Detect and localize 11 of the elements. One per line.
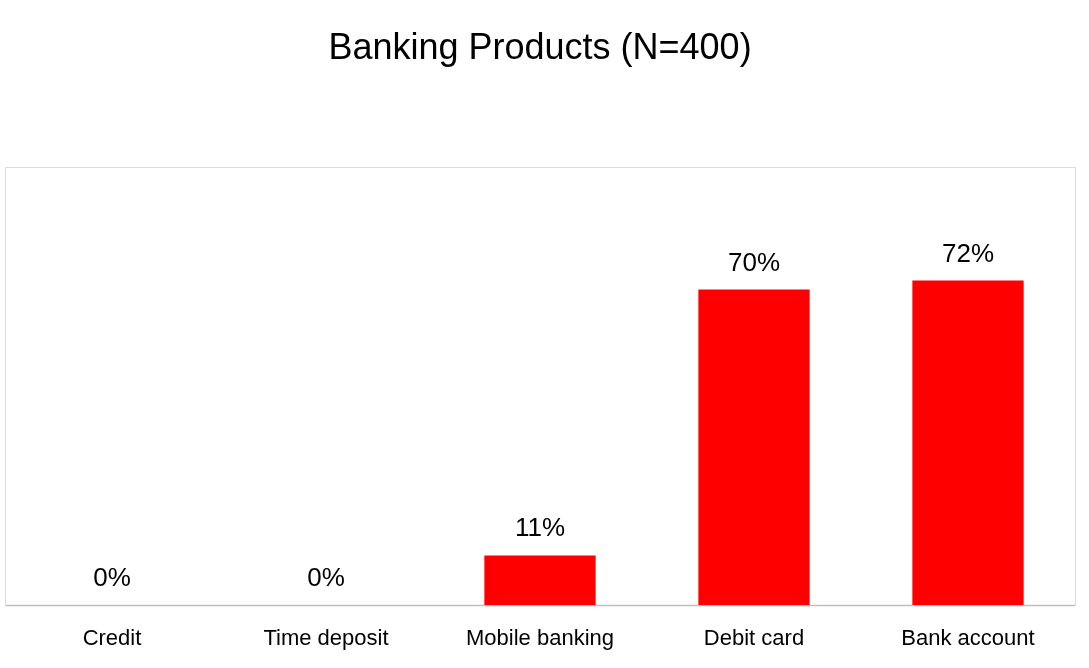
x-tick-label: Mobile banking <box>466 624 614 650</box>
data-label: 11% <box>514 512 566 543</box>
x-tick-label: Debit card <box>703 624 805 650</box>
x-tick-label: Credit <box>82 624 142 650</box>
data-label: 72% <box>941 237 995 268</box>
x-tick-label: Bank account <box>901 624 1035 650</box>
chart-title: Banking Products (N=400) <box>328 26 752 67</box>
x-tick-label: Time deposit <box>263 624 389 650</box>
data-label: 0% <box>307 562 345 592</box>
data-label: 0% <box>93 562 131 592</box>
data-label: 70% <box>727 246 781 277</box>
